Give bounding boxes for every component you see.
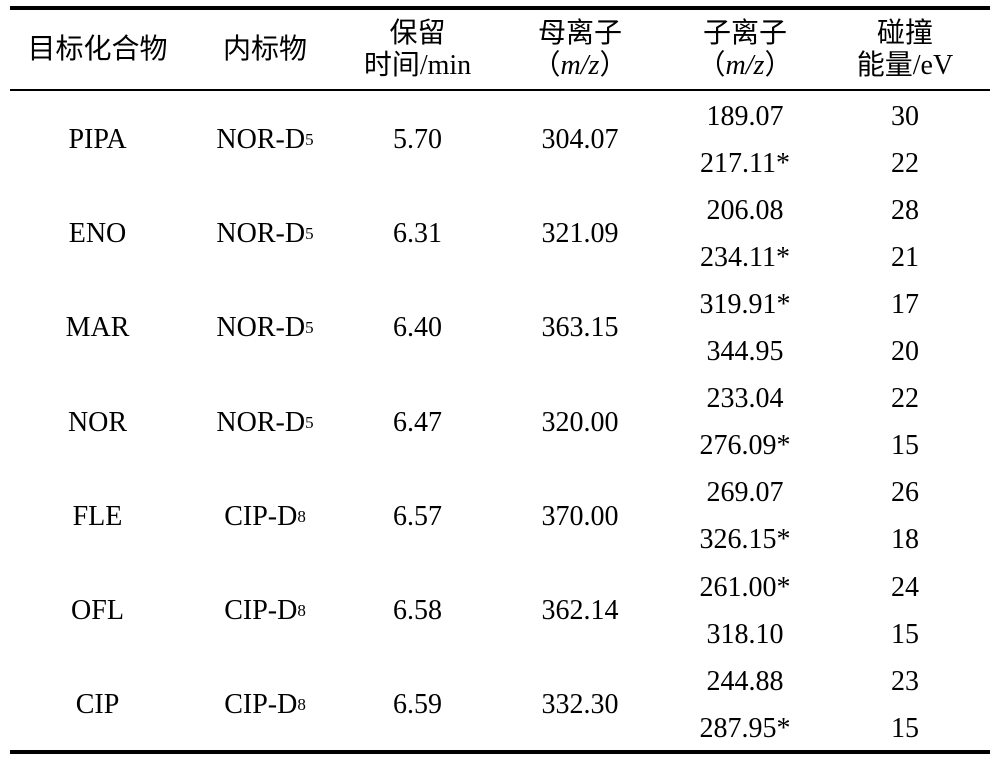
cell-compound: NOR	[67, 406, 128, 438]
cell-parent-ion: 370.00	[541, 500, 619, 532]
cell-product-ion: 244.88	[706, 665, 784, 697]
cell-product-ion: 189.07	[706, 100, 784, 132]
header-product-ion-unit: （m/z）	[697, 49, 793, 81]
header-internal-standard: 内标物	[222, 33, 307, 65]
cell-compound: ENO	[68, 218, 127, 250]
cell-internal-standard: NOR-D 5	[216, 124, 314, 156]
header-target-compound: 目标化合物	[27, 33, 168, 65]
cell-collision-energy: 18	[891, 524, 919, 556]
cell-product-ion: 318.10	[706, 618, 784, 650]
internal-standard-name: NOR-D	[216, 124, 306, 156]
cell-internal-standard: CIP-D 8	[224, 689, 306, 721]
cell-parent-ion: 363.15	[541, 312, 619, 344]
table-header-rule	[10, 89, 990, 91]
cell-compound: OFL	[71, 595, 124, 627]
cell-parent-ion: 304.07	[541, 124, 619, 156]
header-parent-ion: 母离子 （m/z）	[532, 17, 628, 81]
cell-collision-energy: 23	[891, 665, 919, 697]
table-bottom-rule	[10, 750, 990, 754]
cell-collision-energy: 26	[891, 477, 919, 509]
cell-collision-energy: 17	[891, 288, 919, 320]
cell-compound: CIP	[75, 689, 120, 721]
cell-internal-standard: CIP-D 8	[224, 595, 306, 627]
cell-compound: MAR	[65, 312, 130, 344]
cell-product-ion: 287.95*	[699, 712, 791, 744]
cell-retention-time: 5.70	[393, 124, 442, 156]
header-parent-ion-unit: （m/z）	[532, 49, 628, 81]
cell-internal-standard: NOR-D 5	[216, 312, 314, 344]
header-product-ion: 子离子 （m/z）	[697, 17, 793, 81]
cell-internal-standard: CIP-D 8	[224, 500, 306, 532]
cell-collision-energy: 21	[891, 241, 919, 273]
cell-product-ion: 233.04	[706, 383, 784, 415]
header-collision-energy: 碰撞 能量/eV	[856, 17, 954, 81]
cell-parent-ion: 320.00	[541, 406, 619, 438]
cell-retention-time: 6.57	[393, 500, 442, 532]
cell-product-ion: 206.08	[706, 194, 784, 226]
cell-product-ion: 344.95	[706, 336, 784, 368]
internal-standard-name: NOR-D	[216, 312, 306, 344]
cell-product-ion: 276.09*	[699, 430, 791, 462]
cell-collision-energy: 28	[891, 194, 919, 226]
cell-retention-time: 6.47	[393, 406, 442, 438]
header-retention-time: 保留 时间/min	[363, 17, 472, 81]
cell-compound: PIPA	[68, 124, 127, 156]
internal-standard-name: CIP-D	[224, 595, 298, 627]
cell-product-ion: 217.11*	[700, 147, 790, 179]
cell-compound: FLE	[72, 500, 123, 532]
internal-standard-name: CIP-D	[224, 689, 298, 721]
internal-standard-name: NOR-D	[216, 218, 306, 250]
cell-product-ion: 234.11*	[700, 241, 790, 273]
cell-retention-time: 6.40	[393, 312, 442, 344]
cell-internal-standard: NOR-D 5	[216, 218, 314, 250]
cell-product-ion: 261.00*	[699, 571, 791, 603]
table-top-rule	[10, 6, 990, 10]
cell-retention-time: 6.59	[393, 689, 442, 721]
cell-parent-ion: 321.09	[541, 218, 619, 250]
cell-retention-time: 6.58	[393, 595, 442, 627]
cell-parent-ion: 332.30	[541, 689, 619, 721]
cell-product-ion: 269.07	[706, 477, 784, 509]
cell-product-ion: 319.91*	[699, 288, 791, 320]
cell-retention-time: 6.31	[393, 218, 442, 250]
cell-collision-energy: 22	[891, 383, 919, 415]
cell-collision-energy: 22	[891, 147, 919, 179]
internal-standard-name: NOR-D	[216, 406, 306, 438]
cell-collision-energy: 20	[891, 336, 919, 368]
cell-internal-standard: NOR-D 5	[216, 406, 314, 438]
cell-collision-energy: 30	[891, 100, 919, 132]
cell-collision-energy: 15	[891, 712, 919, 744]
cell-collision-energy: 15	[891, 430, 919, 462]
cell-parent-ion: 362.14	[541, 595, 619, 627]
cell-collision-energy: 24	[891, 571, 919, 603]
cell-product-ion: 326.15*	[699, 524, 791, 556]
internal-standard-name: CIP-D	[224, 500, 298, 532]
cell-collision-energy: 15	[891, 618, 919, 650]
